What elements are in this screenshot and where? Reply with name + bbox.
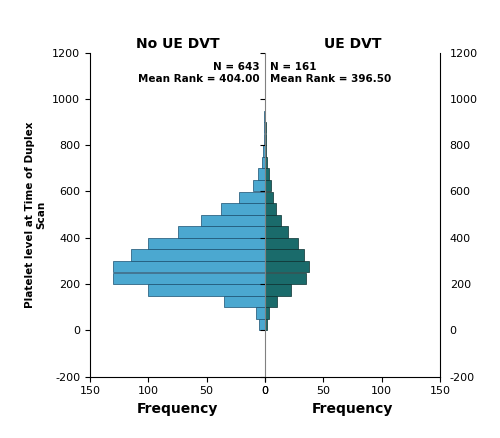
Bar <box>254 180 265 191</box>
Bar <box>114 261 265 272</box>
Bar <box>148 238 265 249</box>
Bar <box>262 145 265 157</box>
Bar <box>265 319 268 330</box>
Bar <box>265 215 281 226</box>
X-axis label: Frequency: Frequency <box>137 402 218 416</box>
Bar <box>265 180 271 191</box>
Bar <box>178 226 265 238</box>
Y-axis label: Platelet level at Time of Duplex
Scan: Platelet level at Time of Duplex Scan <box>25 121 46 308</box>
Bar <box>148 284 265 296</box>
Bar <box>265 261 310 272</box>
Bar <box>265 203 276 215</box>
Bar <box>264 122 265 134</box>
Bar <box>258 169 265 180</box>
Bar <box>114 272 265 284</box>
Bar <box>265 238 298 249</box>
Title: No UE DVT: No UE DVT <box>136 37 220 51</box>
Bar <box>264 110 265 122</box>
Bar <box>265 169 268 180</box>
Bar <box>265 191 273 203</box>
Title: UE DVT: UE DVT <box>324 37 382 51</box>
Bar <box>240 191 265 203</box>
Bar <box>131 250 265 261</box>
Bar <box>259 319 265 330</box>
Bar <box>265 157 268 168</box>
Bar <box>256 307 265 319</box>
Text: N = 643
Mean Rank = 404.00: N = 643 Mean Rank = 404.00 <box>138 62 260 84</box>
Bar <box>264 134 265 145</box>
Bar <box>224 296 265 307</box>
Bar <box>201 215 265 226</box>
X-axis label: Frequency: Frequency <box>312 402 393 416</box>
Bar <box>265 122 266 134</box>
Bar <box>265 145 266 157</box>
Bar <box>265 284 290 296</box>
Bar <box>265 307 268 319</box>
Bar <box>265 272 306 284</box>
Bar <box>265 134 266 145</box>
Text: N = 161
Mean Rank = 396.50: N = 161 Mean Rank = 396.50 <box>270 62 392 84</box>
Bar <box>265 296 276 307</box>
Bar <box>265 250 304 261</box>
Bar <box>220 203 265 215</box>
Bar <box>265 226 288 238</box>
Bar <box>262 157 265 168</box>
